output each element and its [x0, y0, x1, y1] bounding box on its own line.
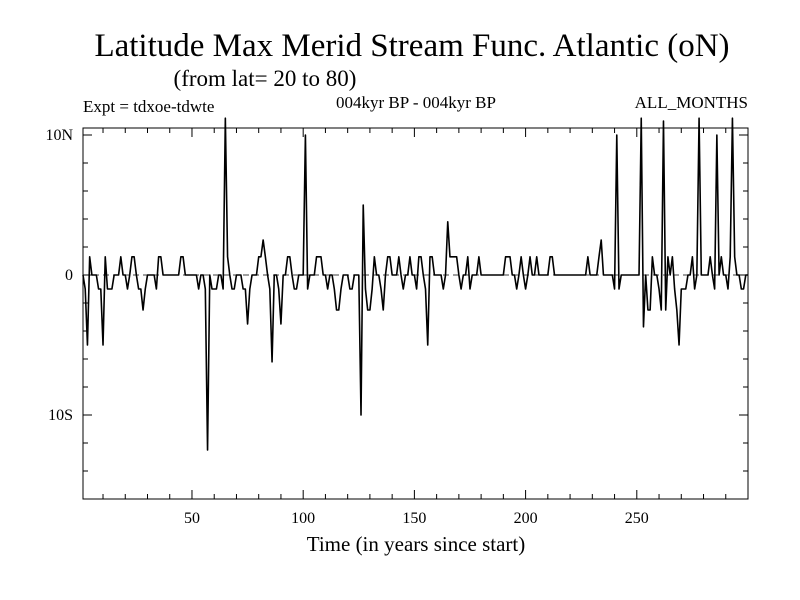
y-tick-label: 0 [65, 267, 73, 284]
expt-label: Expt = tdxoe-tdwte [83, 97, 214, 116]
plot-frame [82, 127, 749, 500]
y-tick-label: 10S [48, 407, 73, 424]
chart-subtitle: (from lat= 20 to 80) [174, 66, 357, 91]
series-line [82, 117, 748, 451]
x-tick-label: 200 [514, 510, 538, 527]
minor-ticks [83, 128, 748, 500]
x-tick-label: 50 [184, 510, 200, 527]
tick-labels: 50 100 150 200 250 10N 0 10S [45, 127, 648, 527]
months-label: ALL_MONTHS [635, 93, 748, 112]
x-tick-label: 250 [625, 510, 649, 527]
x-tick-label: 100 [291, 510, 315, 527]
chart-title: Latitude Max Merid Stream Func. Atlantic… [94, 28, 729, 64]
x-axis-label: Time (in years since start) [307, 532, 526, 556]
series-group [82, 117, 748, 451]
major-ticks [83, 128, 748, 499]
x-tick-label: 150 [402, 510, 426, 527]
y-tick-label: 10N [45, 127, 73, 144]
period-label: 004kyr BP - 004kyr BP [336, 93, 496, 112]
